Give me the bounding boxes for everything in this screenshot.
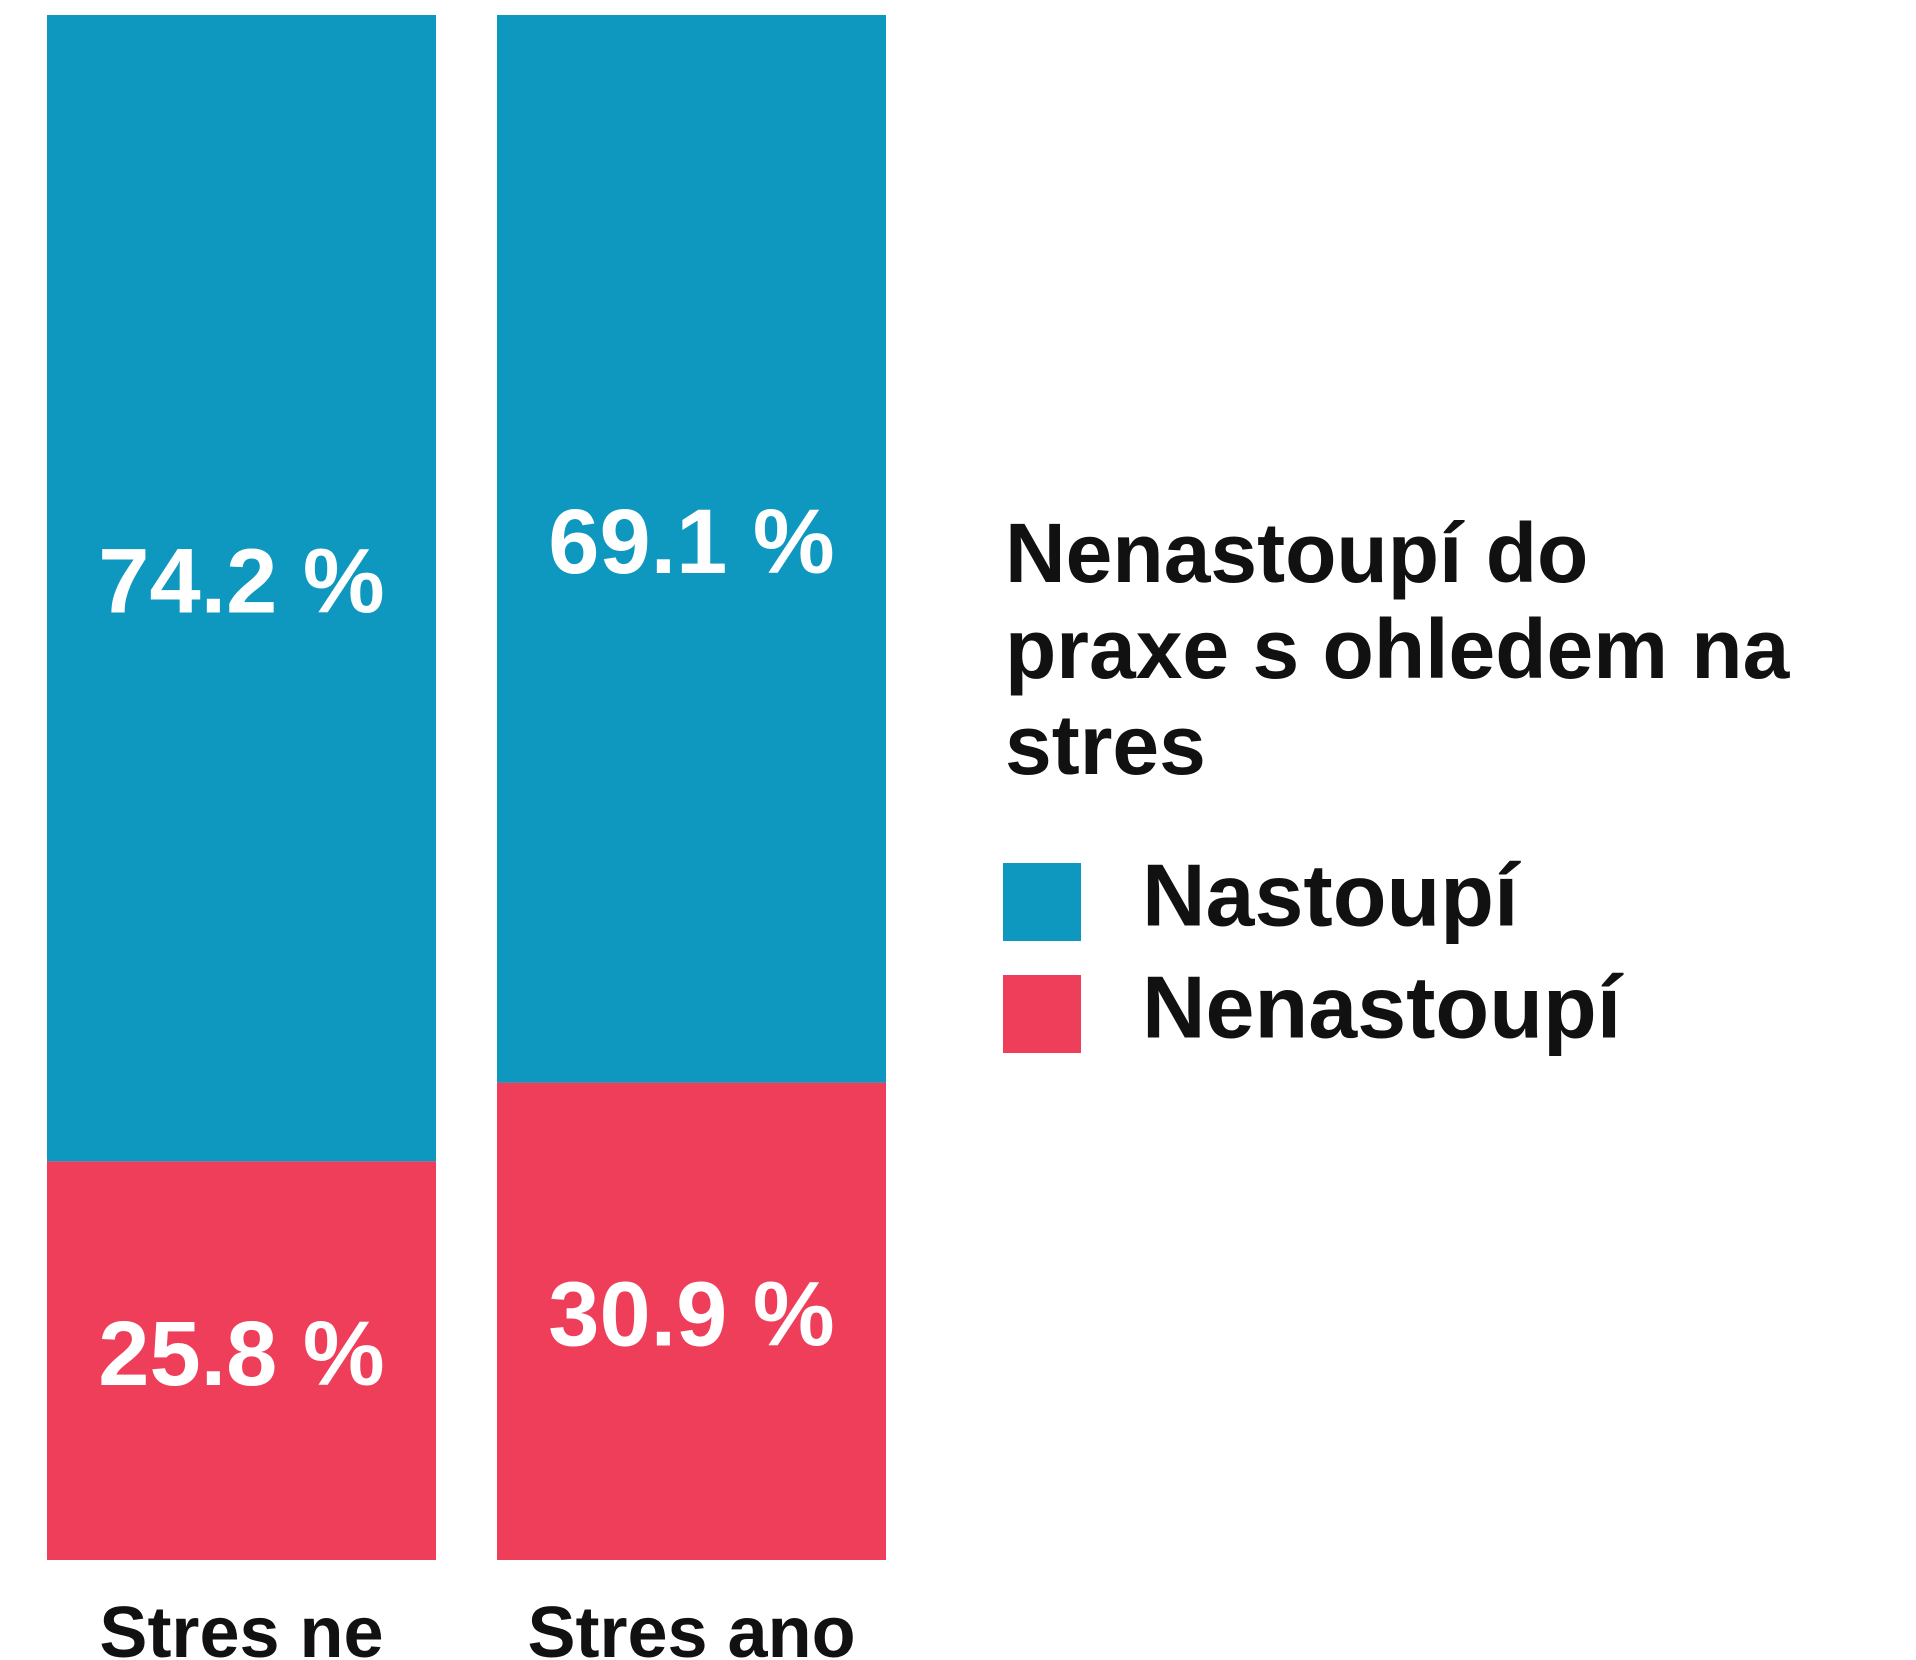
legend-label: Nastoupí [1142,845,1521,944]
legend-label: Nenastoupí [1142,957,1624,1056]
x-tick-label: Stres ano [527,1593,855,1660]
x-tick-label: Stres ne [99,1593,383,1660]
legend-swatch [1003,863,1081,941]
value-label: 25.8 % [98,1303,384,1405]
bar-segment [47,1161,436,1560]
bar-segment [497,15,886,1083]
legend-swatch [1003,975,1081,1053]
bar-segment [497,1082,886,1560]
bar-segment [47,15,436,1162]
value-label: 74.2 % [98,530,384,632]
value-label: 69.1 % [548,491,834,593]
value-label: 30.9 % [548,1264,834,1366]
legend-title: Nenastoupí do praxe s ohledem na stres [1005,506,1790,792]
